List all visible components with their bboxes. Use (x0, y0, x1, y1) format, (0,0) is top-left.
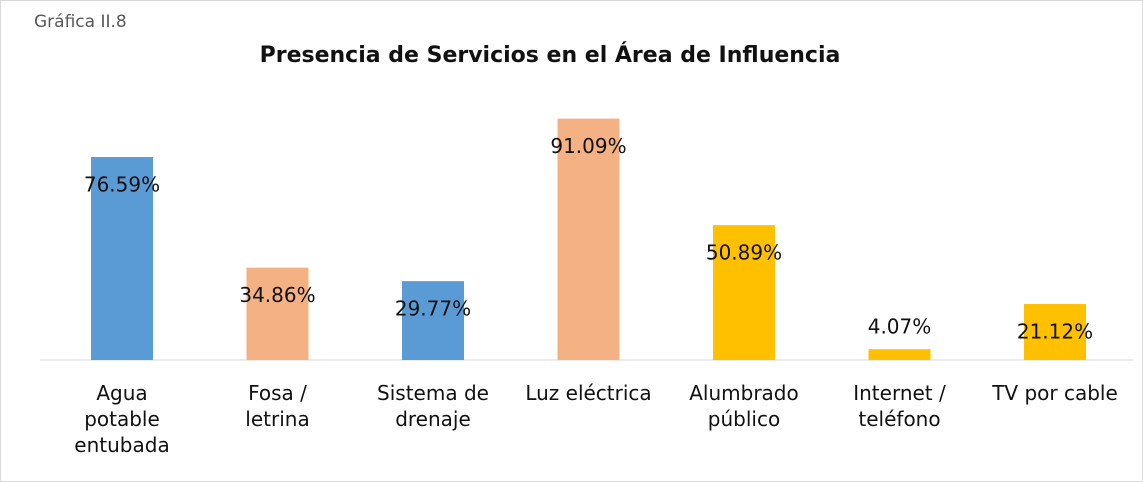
value-label: 29.77% (395, 297, 471, 321)
value-label: 4.07% (868, 315, 932, 339)
x-tick-label: Alumbrado público (689, 381, 799, 431)
value-label: 21.12% (1017, 320, 1093, 344)
bar (91, 157, 153, 360)
chart-label: Gráfica II.8 (34, 12, 127, 32)
chart-title: Presencia de Servicios en el Área de Inf… (260, 42, 841, 68)
bar (1024, 304, 1086, 360)
value-label: 50.89% (706, 241, 782, 265)
bar (246, 267, 309, 360)
x-tick-label: Luz eléctrica (525, 381, 652, 405)
x-tick-label: Internet / teléfono (853, 381, 946, 431)
value-label: 34.86% (239, 283, 315, 307)
x-tick-label: Sistema de drenaje (377, 381, 489, 431)
bar (402, 281, 464, 360)
bar (557, 118, 620, 360)
x-tick-label: TV por cable (992, 381, 1118, 405)
value-label: 91.09% (550, 134, 626, 158)
x-tick-label: Fosa / letrina (245, 381, 310, 431)
bar (713, 225, 775, 360)
bar (868, 349, 931, 360)
value-label: 76.59% (84, 173, 160, 197)
x-tick-label: Agua potable entubada (74, 381, 170, 457)
